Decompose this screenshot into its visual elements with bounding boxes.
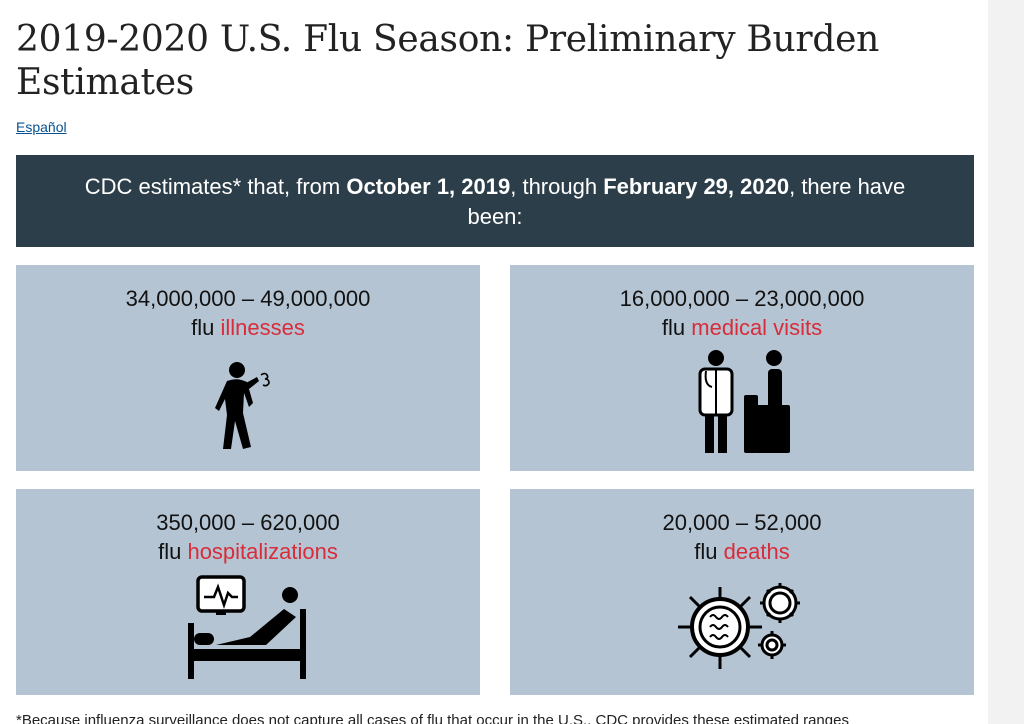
card-label: flu hospitalizations	[16, 537, 480, 566]
banner-end-date: February 29, 2020	[603, 174, 790, 199]
estimate-banner: CDC estimates* that, from October 1, 201…	[16, 155, 974, 247]
card-label: flu illnesses	[16, 313, 480, 342]
card-label-accent: illnesses	[220, 315, 305, 340]
banner-middle: , through	[510, 174, 604, 199]
banner-prefix: CDC estimates* that, from	[84, 174, 347, 199]
card-deaths: 20,000 – 52,000 flu deaths	[510, 489, 974, 695]
card-range: 34,000,000 – 49,000,000	[125, 286, 371, 311]
card-label: flu medical visits	[510, 313, 974, 342]
card-label-prefix: flu	[158, 539, 188, 564]
card-illnesses: 34,000,000 – 49,000,000 flu illnesses	[16, 265, 480, 471]
scrollbar-gutter[interactable]	[988, 0, 1024, 724]
card-hospitalizations: 350,000 – 620,000 flu hospitalizations	[16, 489, 480, 695]
card-range: 350,000 – 620,000	[156, 510, 340, 535]
banner-start-date: October 1, 2019	[346, 174, 511, 199]
sick-person-icon	[16, 361, 480, 457]
footnote: *Because influenza surveillance does not…	[16, 712, 849, 724]
card-label-accent: medical visits	[691, 315, 823, 340]
banner-suffix: , there have been:	[467, 174, 906, 229]
doctor-patient-icon	[510, 349, 974, 457]
card-range: 20,000 – 52,000	[662, 510, 822, 535]
card-medical-visits: 16,000,000 – 23,000,000 flu medical visi…	[510, 265, 974, 471]
virus-icon	[510, 581, 974, 677]
language-link-espanol[interactable]: Español	[16, 119, 67, 135]
card-label-prefix: flu	[191, 315, 221, 340]
card-label-accent: deaths	[723, 539, 790, 564]
card-label-prefix: flu	[694, 539, 724, 564]
card-range: 16,000,000 – 23,000,000	[619, 286, 865, 311]
card-label: flu deaths	[510, 537, 974, 566]
hospital-bed-icon	[16, 575, 480, 679]
page-title: 2019-2020 U.S. Flu Season: Preliminary B…	[16, 19, 879, 103]
card-label-prefix: flu	[661, 315, 692, 340]
card-label-accent: hospitalizations	[187, 539, 338, 564]
